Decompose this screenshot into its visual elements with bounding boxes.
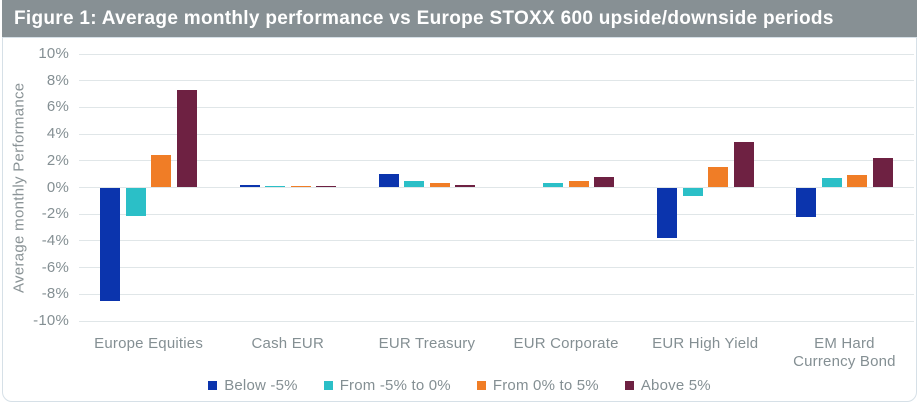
- x-category-label: Cash EUR: [251, 335, 324, 352]
- bar: [239, 184, 260, 188]
- gridline: [79, 106, 914, 108]
- gridline: [79, 320, 914, 322]
- legend: Below -5% From -5% to 0% From 0% to 5% Abov…: [3, 377, 916, 394]
- bar: [265, 186, 285, 188]
- legend-item: Below -5%: [208, 377, 298, 394]
- bar: [594, 176, 615, 188]
- bar: [151, 155, 172, 188]
- legend-swatch: [208, 381, 218, 390]
- gridline: [79, 160, 914, 162]
- gridline: [79, 133, 914, 135]
- legend-label: From 0% to 5%: [492, 377, 599, 394]
- bar: [568, 180, 589, 188]
- legend-label: From -5% to 0%: [339, 377, 451, 394]
- x-category-label: EM Hard Currency Bond: [793, 335, 896, 370]
- bar: [872, 158, 893, 188]
- bar: [429, 182, 450, 188]
- gridline: [79, 53, 914, 55]
- chart-panel: Average monthly Performance 10% 8% 6% 4% 2% 0…: [2, 37, 917, 402]
- gridline: [79, 267, 914, 269]
- x-category-label: EUR Corporate: [513, 335, 619, 352]
- legend-item: From -5% to 0%: [323, 377, 451, 394]
- bar: [290, 186, 311, 188]
- y-tick-label: -8%: [41, 285, 69, 303]
- plot-area: 10% 8% 6% 4% 2% 0% -2% -4% -6% -8% -10% Europe Equi…: [33, 45, 914, 370]
- bar: [682, 187, 703, 196]
- bar: [657, 187, 677, 239]
- bar: [796, 187, 817, 217]
- gridline: [79, 80, 914, 82]
- legend-item: Above 5%: [624, 377, 711, 394]
- bar: [404, 180, 425, 188]
- legend-swatch: [624, 381, 634, 390]
- bar: [847, 175, 868, 188]
- bar: [455, 184, 476, 188]
- y-tick-label: -6%: [41, 258, 69, 276]
- bar: [100, 187, 121, 301]
- gridline: [79, 187, 914, 188]
- x-category-label: EUR High Yield: [652, 335, 759, 352]
- gridline: [79, 240, 914, 242]
- x-category-label: EUR Treasury: [378, 335, 476, 352]
- legend-label: Below -5%: [224, 377, 298, 394]
- y-tick-label: -2%: [41, 205, 69, 223]
- gridline: [79, 213, 914, 215]
- legend-swatch: [476, 381, 486, 390]
- y-tick-label: -10%: [33, 312, 69, 329]
- y-tick-label: -4%: [41, 231, 69, 249]
- legend-swatch: [323, 381, 333, 390]
- y-tick-label: 6%: [46, 98, 69, 116]
- figure-title: Figure 1: Average monthly performance vs…: [14, 7, 834, 29]
- y-tick-label: 8%: [46, 71, 69, 89]
- bar: [125, 187, 146, 216]
- bar: [733, 142, 754, 188]
- bar: [708, 167, 728, 188]
- title-bar: Figure 1: Average monthly performance vs…: [2, 0, 917, 37]
- y-tick-label: 10%: [38, 45, 69, 62]
- y-tick-label: 0%: [46, 178, 69, 196]
- bar: [821, 178, 842, 188]
- bar: [176, 90, 197, 188]
- gridline: [79, 293, 914, 295]
- legend-label: Above 5%: [640, 377, 711, 394]
- bar: [378, 174, 399, 188]
- x-category-label: Europe Equities: [94, 335, 204, 352]
- y-tick-label: 4%: [46, 125, 69, 143]
- y-tick-label: 2%: [46, 151, 69, 169]
- legend-item: From 0% to 5%: [476, 377, 599, 394]
- bar: [543, 183, 564, 188]
- bar: [316, 186, 336, 188]
